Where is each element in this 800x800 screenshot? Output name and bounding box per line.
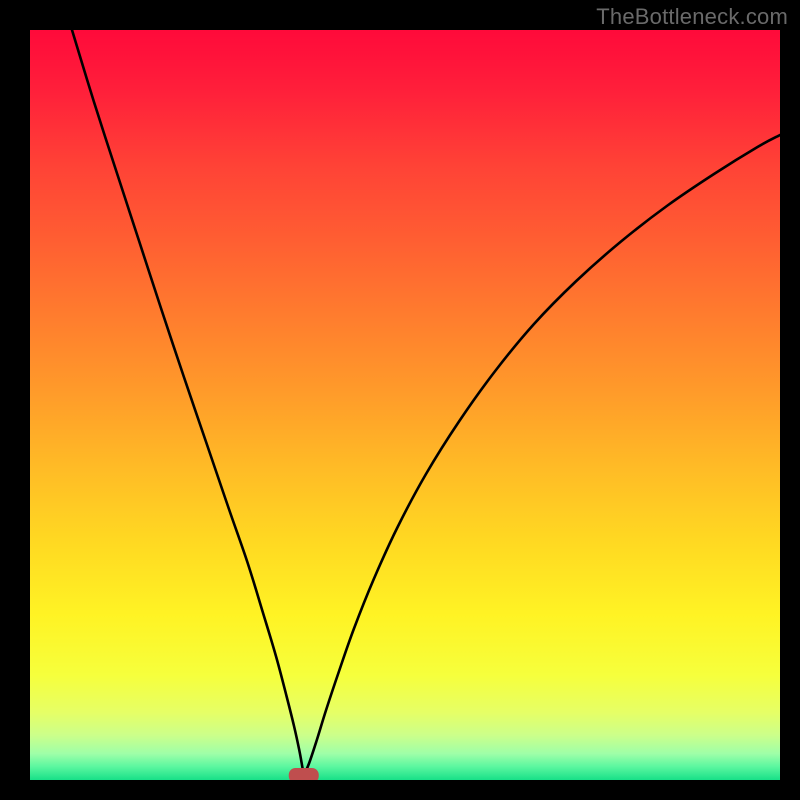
frame-left — [0, 0, 30, 800]
gradient-background — [30, 30, 780, 780]
frame-right — [780, 0, 800, 800]
frame-bottom — [0, 780, 800, 800]
minimum-marker — [289, 768, 319, 780]
watermark-text: TheBottleneck.com — [596, 4, 788, 30]
chart-root: TheBottleneck.com — [0, 0, 800, 800]
plot-svg — [30, 30, 780, 780]
